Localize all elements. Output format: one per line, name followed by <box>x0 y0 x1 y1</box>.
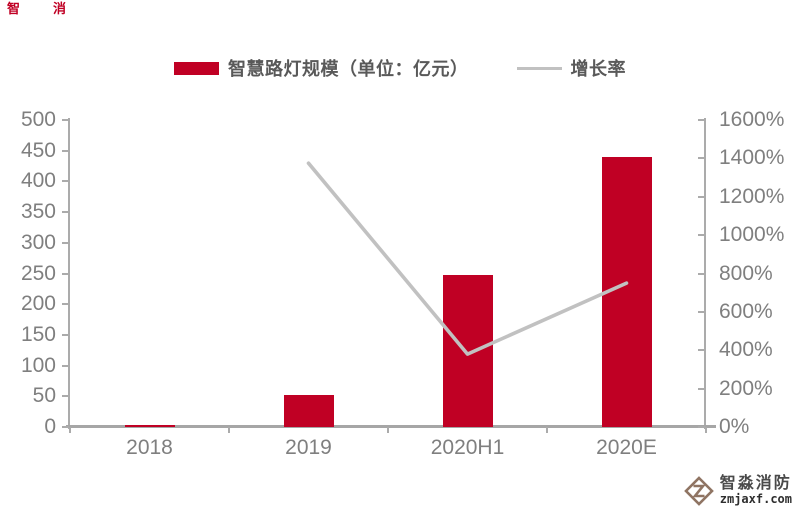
left-axis-tick <box>62 180 69 183</box>
x-axis-boundary-tick <box>546 427 548 433</box>
left-axis-tick-label: 250 <box>20 261 56 285</box>
right-axis-tick-label: 200% <box>719 376 773 400</box>
bar-2018 <box>124 424 175 427</box>
x-axis-line <box>66 425 716 428</box>
bar-series-swatch <box>174 61 219 75</box>
left-axis-tick <box>62 426 69 428</box>
bar-2019 <box>283 395 334 427</box>
right-axis-tick <box>698 426 705 428</box>
growth-rate-line <box>306 161 629 356</box>
left-axis-tick-label: 500 <box>20 108 56 131</box>
bar-series-label: 智慧路灯规模（单位：亿元） <box>228 59 469 79</box>
left-axis-tick-label: 50 <box>32 384 56 408</box>
left-axis-tick <box>62 119 69 121</box>
line-series-label: 增长率 <box>570 59 626 79</box>
left-axis-tick-label: 150 <box>20 322 56 346</box>
watermark-glyph-2: 消 <box>53 1 67 16</box>
site-logo: 智淼消防 zmjaxf.com <box>683 475 792 506</box>
chart-legend: 智慧路灯规模（单位：亿元） 增长率 <box>0 55 800 81</box>
right-axis-tick <box>698 157 705 160</box>
x-axis-boundary-tick <box>69 427 71 433</box>
left-axis-tick-label: 350 <box>20 200 56 224</box>
right-axis-tick-label: 0% <box>719 415 750 438</box>
right-axis-tick <box>698 310 705 313</box>
right-axis-tick-label: 1200% <box>719 184 785 208</box>
right-axis-tick <box>698 195 705 198</box>
right-axis-tick-label: 800% <box>719 261 773 285</box>
left-axis-tick <box>62 395 69 398</box>
right-axis-tick-label: 1400% <box>719 146 785 170</box>
left-axis-tick <box>62 364 69 367</box>
right-axis-tick-label: 400% <box>719 338 773 362</box>
left-axis-line <box>68 118 70 429</box>
right-axis-tick <box>698 272 705 275</box>
left-axis-tick-label: 450 <box>20 138 56 162</box>
watermark-glyph-1: 智 <box>7 1 21 16</box>
right-axis-tick <box>698 119 705 121</box>
right-axis-tick-label: 1000% <box>719 223 785 247</box>
x-axis-category-label: 2020H1 <box>430 436 505 459</box>
legend-item-bar-series: 智慧路灯规模（单位：亿元） <box>174 55 469 81</box>
left-axis-tick <box>62 272 69 275</box>
legend-item-line-series: 增长率 <box>516 55 627 81</box>
right-axis-tick <box>698 387 705 390</box>
brand-name: 智淼消防 <box>719 475 792 492</box>
right-axis-line <box>704 118 706 429</box>
right-axis-tick <box>698 234 705 237</box>
left-axis-tick-label: 0 <box>44 415 56 438</box>
line-series-layer <box>306 161 629 356</box>
x-axis-category-label: 2019 <box>285 436 332 459</box>
left-axis-tick-label: 400 <box>20 169 56 193</box>
left-axis-tick <box>62 149 69 152</box>
x-axis-category-label: 2018 <box>126 436 173 459</box>
x-axis-boundary-tick <box>705 427 707 433</box>
x-axis-boundary-tick <box>387 427 389 433</box>
line-series-swatch <box>516 66 562 70</box>
right-axis-tick-label: 600% <box>719 299 773 323</box>
left-axis-tick <box>62 211 69 214</box>
x-axis-boundary-tick <box>228 427 230 433</box>
brand-domain: zmjaxf.com <box>719 492 792 506</box>
right-axis-tick <box>698 349 705 352</box>
brand-text: 智淼消防 zmjaxf.com <box>720 475 792 506</box>
left-axis-tick-label: 300 <box>20 230 56 254</box>
zhimiao-logo-icon <box>683 475 714 506</box>
left-axis-tick-label: 200 <box>20 292 56 316</box>
right-axis-tick-label: 1600% <box>719 108 785 131</box>
left-axis-tick <box>62 241 69 244</box>
bar-2020H1 <box>442 275 493 427</box>
left-axis-tick-label: 100 <box>20 353 56 377</box>
left-axis-tick <box>62 303 69 306</box>
x-axis-category-label: 2020E <box>596 436 657 459</box>
left-axis-tick <box>62 333 69 336</box>
